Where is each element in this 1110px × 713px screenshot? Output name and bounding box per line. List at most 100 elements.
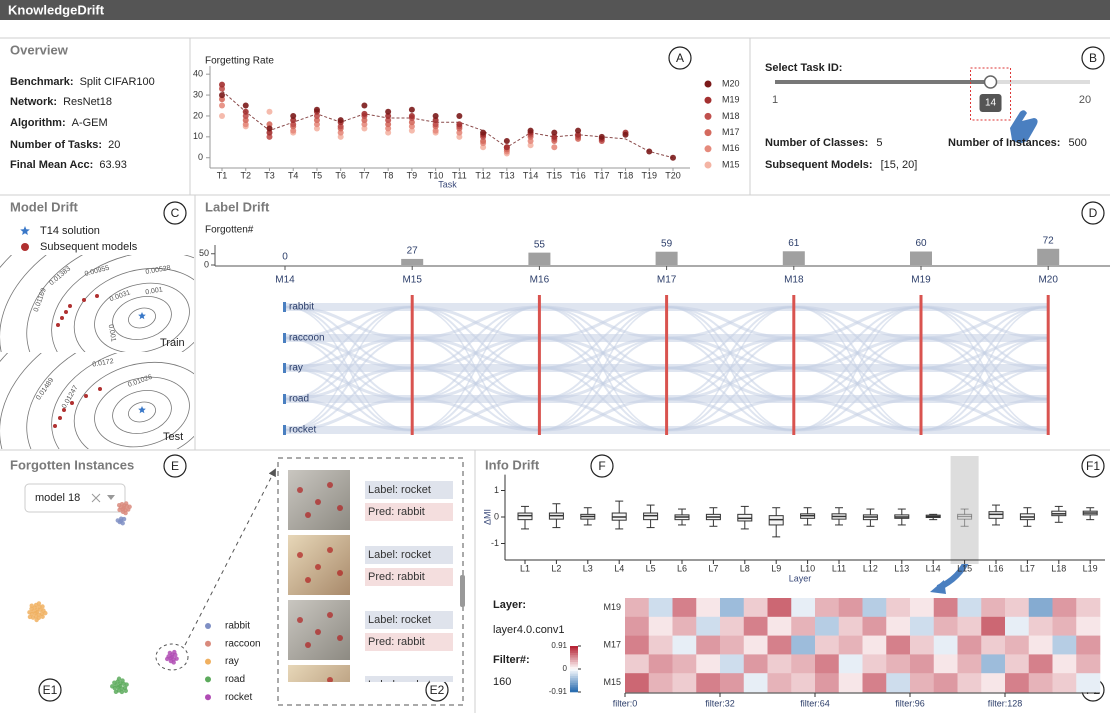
colorbar-step — [570, 651, 578, 654]
heat-cell — [649, 673, 673, 692]
dropdown-value: model 18 — [35, 492, 80, 504]
x-tick-label: T6 — [335, 170, 346, 180]
colorbar-label: 0 — [563, 664, 568, 673]
y-tick-label: 30 — [193, 89, 203, 99]
data-point — [433, 113, 439, 119]
pred-text: Pred: rabbit — [368, 571, 425, 583]
heat-cell — [981, 673, 1005, 692]
heat-cell — [934, 654, 958, 673]
x-axis-label: Layer — [789, 573, 812, 583]
slider-max: 20 — [1079, 94, 1091, 106]
pred-text: Pred: rabbit — [368, 636, 425, 648]
legend-swatch — [705, 162, 712, 169]
heat-cell — [1005, 654, 1029, 673]
attention-dot — [315, 629, 321, 635]
heat-cell — [1005, 617, 1029, 636]
legend-swatch — [705, 145, 712, 152]
legend-label: M17 — [722, 127, 740, 137]
model-bar — [411, 295, 414, 435]
heat-cell — [839, 617, 863, 636]
heat-cell — [1076, 636, 1100, 655]
class-node — [283, 363, 286, 373]
x-tick-label: T5 — [312, 170, 323, 180]
instance-dot — [172, 650, 176, 654]
filter-value: 160 — [493, 676, 511, 688]
x-tick-label: T9 — [407, 170, 418, 180]
instance-dot — [123, 511, 127, 515]
x-tick-label: L16 — [988, 563, 1003, 573]
heat-cell — [1076, 617, 1100, 636]
contour — [126, 305, 158, 331]
model-dot — [64, 310, 68, 314]
scrollbar[interactable] — [460, 575, 465, 607]
class-label: road — [289, 394, 309, 405]
x-tick-label: L13 — [894, 563, 909, 573]
instance-dot — [122, 517, 126, 521]
instance-dot — [174, 656, 178, 660]
heat-cell — [649, 654, 673, 673]
heat-cell — [1005, 673, 1029, 692]
heat-cell — [934, 598, 958, 617]
contour-label: 0.01169 — [33, 287, 48, 313]
field-label: Benchmark: — [10, 76, 74, 88]
contour — [87, 273, 198, 363]
x-tick-label: L11 — [832, 563, 846, 573]
instance-dot — [30, 603, 34, 607]
colorbar-step — [570, 687, 578, 690]
heat-cell — [815, 654, 839, 673]
attention-dot — [327, 612, 333, 618]
legend-label: M15 — [722, 159, 740, 169]
colorbar-step — [570, 671, 578, 674]
legend-label: raccoon — [225, 638, 261, 649]
attention-dot — [297, 617, 303, 623]
legend-swatch — [205, 641, 211, 647]
heat-cell — [815, 598, 839, 617]
heat-cell — [886, 617, 910, 636]
heat-cell — [958, 673, 982, 692]
instance-dot — [124, 689, 128, 693]
colorbar-step — [570, 648, 578, 651]
instance-image — [288, 665, 350, 713]
heat-cell — [673, 636, 697, 655]
heat-cell — [696, 617, 720, 636]
instance-dot — [40, 615, 44, 619]
colorbar-step — [570, 662, 578, 665]
slider-value: 14 — [985, 98, 997, 109]
link-arrow — [185, 470, 275, 645]
badge-label: E2 — [430, 683, 445, 697]
data-point — [528, 128, 534, 134]
instance-dot — [28, 615, 32, 619]
x-tick-label: M19 — [911, 275, 931, 286]
instance-dot — [114, 690, 118, 694]
colorbar-step — [570, 669, 578, 672]
model-dot — [68, 304, 72, 308]
x-tick-label: filter:0 — [613, 698, 638, 708]
field-value: ResNet18 — [63, 96, 112, 108]
attention-dot — [305, 577, 311, 583]
heat-cell — [673, 598, 697, 617]
instance-dot — [37, 601, 41, 605]
class-node — [283, 425, 286, 435]
trend-line — [222, 91, 673, 158]
x-tick-label: L12 — [863, 563, 878, 573]
slider-knob[interactable] — [985, 76, 997, 88]
data-point — [290, 113, 296, 119]
colorbar-step — [570, 653, 578, 656]
layer-label: Layer: — [493, 599, 526, 611]
heat-cell — [981, 598, 1005, 617]
heat-cell — [720, 636, 744, 655]
field-value: 63.93 — [99, 159, 127, 171]
data-point — [646, 148, 652, 154]
attention-dot — [337, 505, 343, 511]
badge-label: F1 — [1086, 459, 1100, 473]
x-tick-label: L9 — [771, 563, 781, 573]
x-tick-label: L5 — [646, 563, 656, 573]
field-label: Number of Tasks: — [10, 139, 102, 151]
heat-cell — [1029, 598, 1053, 617]
instance-dot — [43, 611, 47, 615]
field-label: Algorithm: — [10, 117, 66, 129]
field-value: A-GEM — [72, 117, 108, 129]
label-text: Label: rocket — [368, 484, 431, 496]
heat-cell — [673, 617, 697, 636]
